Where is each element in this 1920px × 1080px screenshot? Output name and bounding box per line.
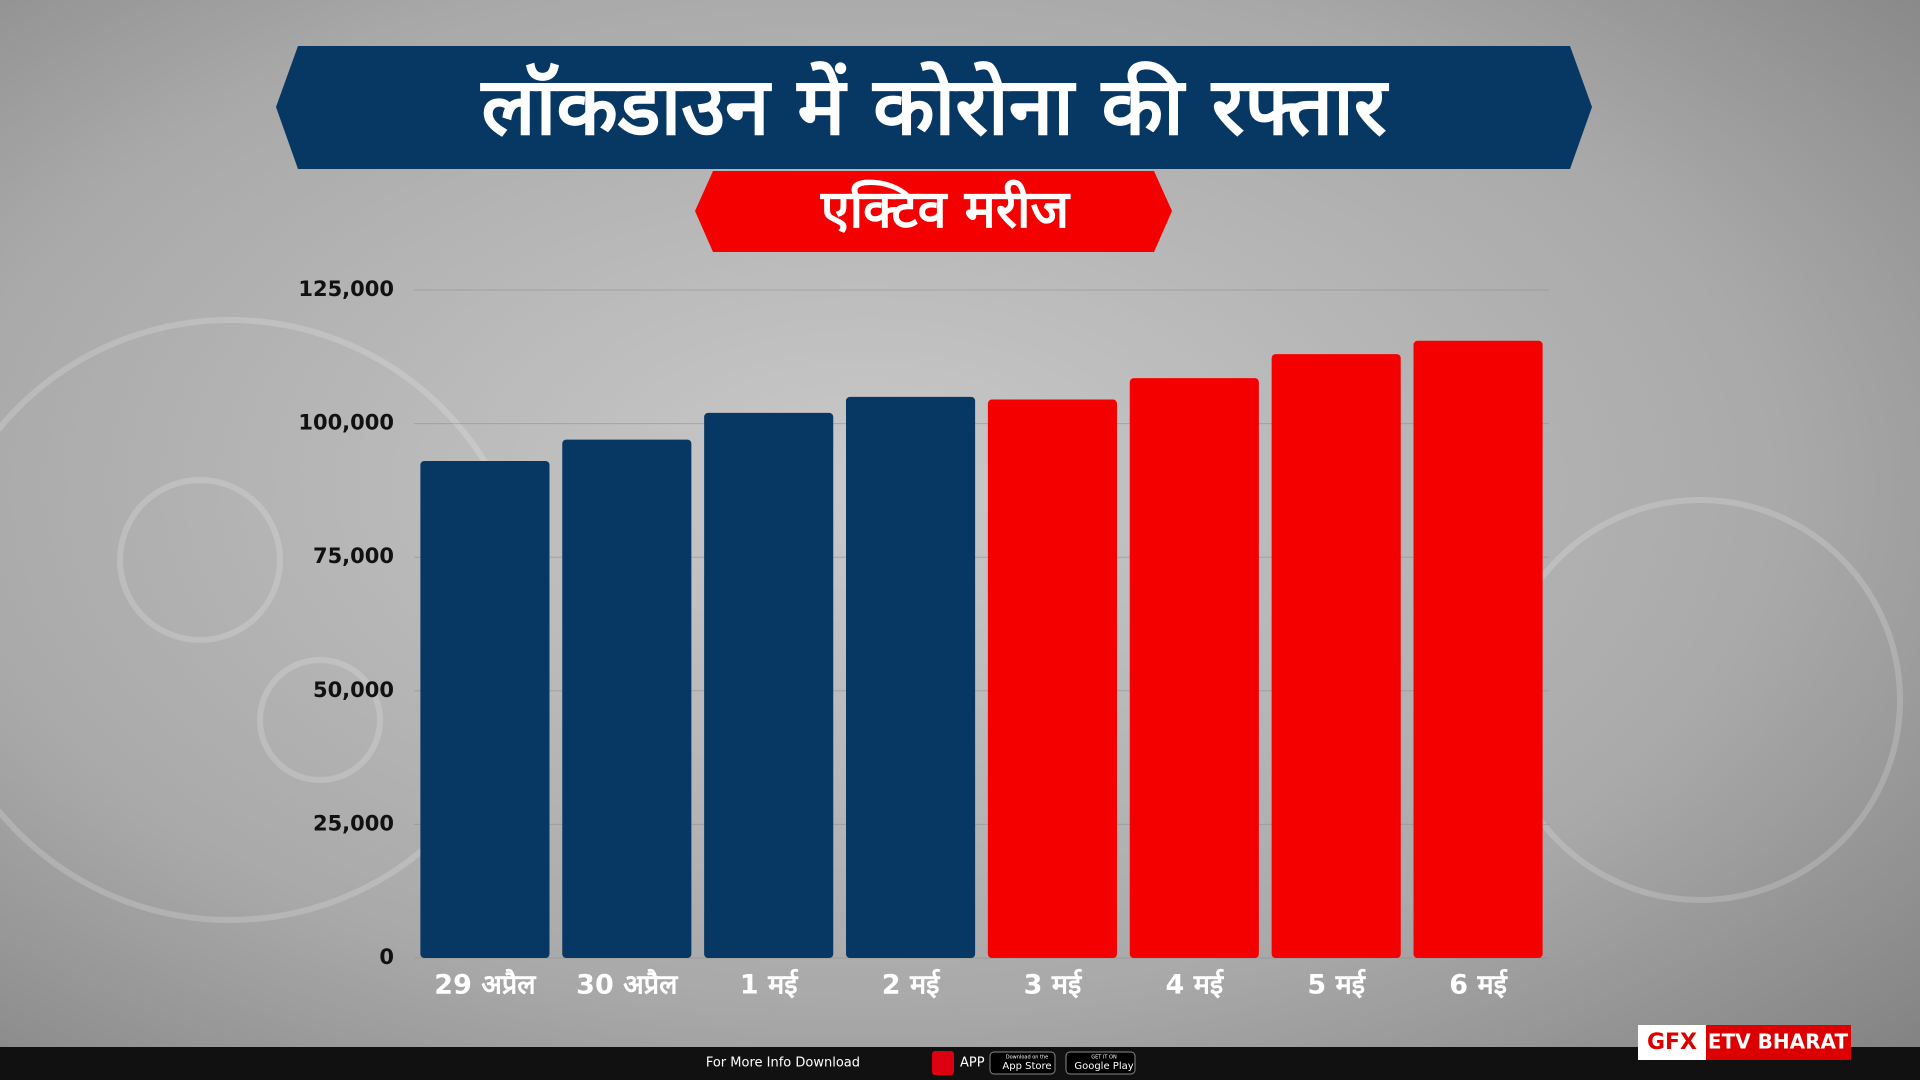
x-tick-label: 29 अप्रैल [434,969,537,1001]
app-store-top: Download on the [1006,1055,1048,1061]
app-store: App Store [1002,1061,1051,1072]
app-icon [932,1051,954,1075]
brand-box [1706,1025,1851,1060]
bar [987,399,1117,958]
y-tick-label: 25,000 [313,811,394,835]
gfx-label: GFX [1647,1030,1697,1055]
gfx-box [1638,1025,1706,1060]
x-tick-label: 1 मई [740,969,799,1001]
bar [846,396,976,958]
y-tick-label: 50,000 [313,678,394,702]
brand-label: ETV BHARAT [1708,1030,1849,1054]
title-banner [276,46,1592,169]
footer-bar [0,1047,1920,1080]
bar [1413,340,1543,958]
bar [562,439,692,959]
y-tick-label: 0 [379,945,394,969]
bar [420,461,550,958]
plot-area: 0 25,000 50,000 75,000 100,000 125,000 29 अप्र… [298,277,1549,1001]
bar [1271,354,1401,958]
app-store-badge [989,1051,1056,1075]
google-play-badge [1065,1051,1136,1075]
chart-title: लॉकडाउन में कोरोना की रफ्तार [479,60,1389,153]
y-tick-label: 125,000 [298,277,394,301]
x-tick-label: 5 मई [1307,969,1366,1001]
bar [1129,378,1259,958]
y-tick-label: 100,000 [298,411,394,435]
google-play: Google Play [1074,1061,1133,1072]
bar [704,412,834,958]
x-tick-label: 30 अप्रैल [576,969,679,1001]
footer-text: For More Info Download [706,1056,860,1071]
x-tick-label: 4 मई [1166,969,1225,1001]
y-tick-label: 75,000 [313,544,394,568]
x-tick-label: 2 मई [882,969,941,1001]
x-tick-label: 3 मई [1024,969,1083,1001]
footer-app: APP [960,1056,985,1071]
subtitle-banner [695,171,1172,252]
google-play-top: GET IT ON [1091,1055,1117,1061]
x-tick-label: 6 मई [1449,969,1508,1001]
chart-subtitle: एक्टिव मरीज [820,179,1072,240]
